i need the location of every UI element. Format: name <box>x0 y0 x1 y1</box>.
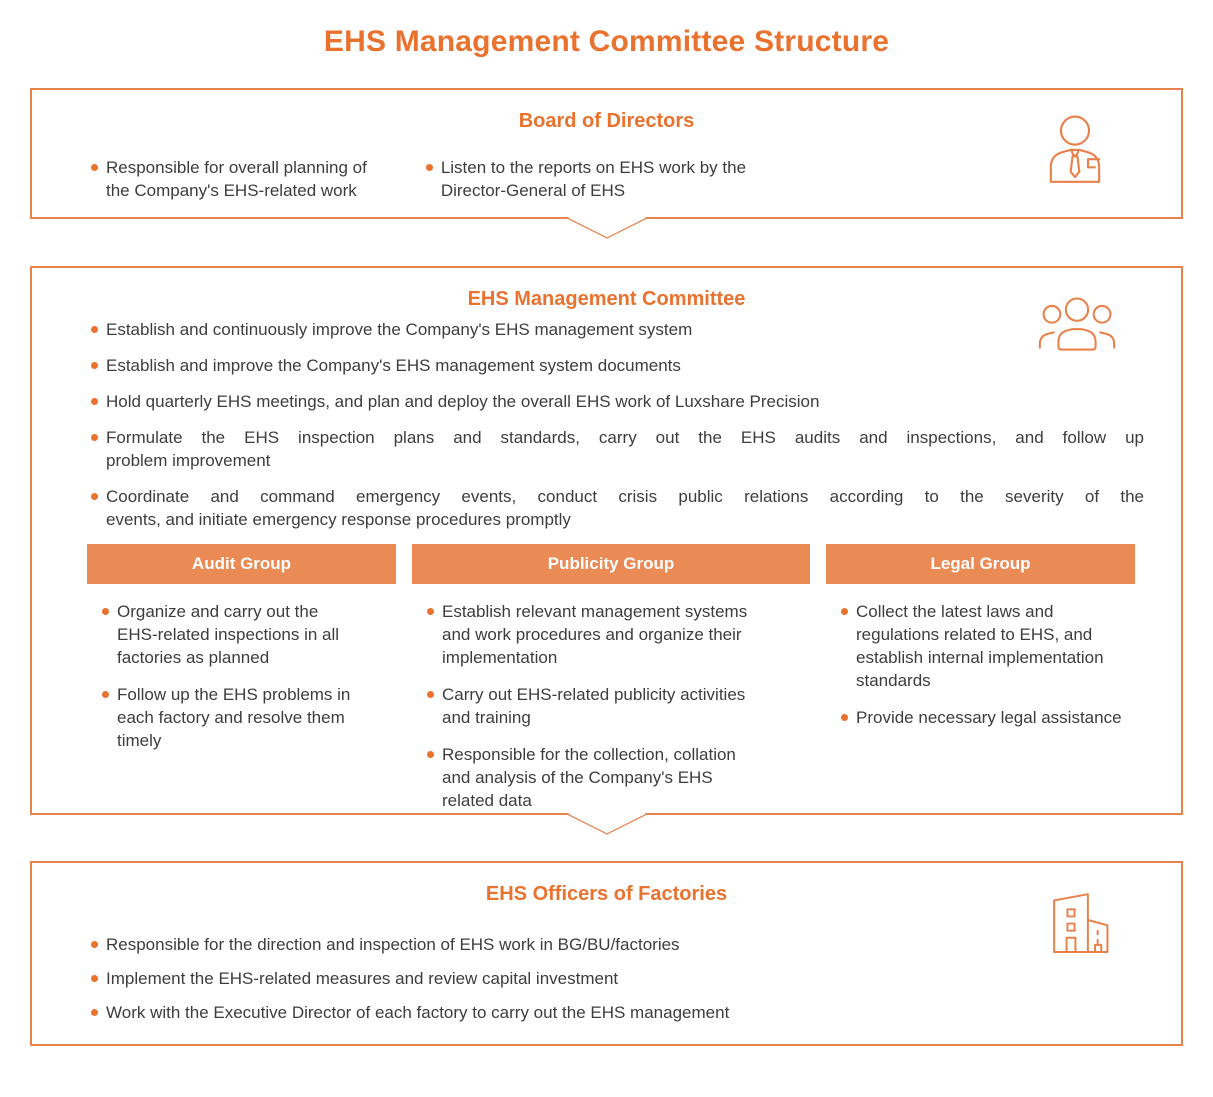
bullet-line: standards <box>856 671 931 690</box>
board-of-directors-box: Board of Directors Responsible for overa… <box>30 88 1183 239</box>
publicity-group-header: Publicity Group <box>412 544 810 584</box>
bullet-line: Establish and continuously improve the C… <box>106 320 693 339</box>
bullet-line: implementation <box>442 648 558 667</box>
bullet-line: Responsible for overall planning of <box>106 158 367 177</box>
bullet-item: Work with the Executive Director of each… <box>91 1001 1144 1024</box>
board-bullet-list-left: Responsible for overall planning of the … <box>32 156 367 202</box>
bullet-line: Carry out EHS-related publicity activiti… <box>442 685 746 704</box>
down-chevron-connector <box>566 198 647 239</box>
bullet-line: Provide necessary legal assistance <box>856 708 1122 727</box>
ehs-management-committee-heading: EHS Management Committee <box>467 288 746 310</box>
ehs-officers-heading: EHS Officers of Factories <box>485 883 728 905</box>
bullet-item: Provide necessary legal assistance <box>841 706 1135 729</box>
bullet-item: Responsible for the collection, collatio… <box>427 743 810 812</box>
publicity-group-bullet-list: Establish relevant management systems an… <box>412 600 810 812</box>
bullet-item: Establish and continuously improve the C… <box>91 318 1144 341</box>
bullet-line: Formulate the EHS inspection plans and s… <box>106 428 1144 447</box>
bullet-line: EHS-related inspections in all <box>117 625 340 644</box>
audit-group-header: Audit Group <box>87 544 396 584</box>
bullet-line: Hold quarterly EHS meetings, and plan an… <box>106 392 820 411</box>
buildings-icon <box>1047 886 1111 954</box>
bullet-item: Carry out EHS-related publicity activiti… <box>427 683 810 729</box>
ehs-officers-box: EHS Officers of Factories Responsible fo… <box>30 861 1183 1046</box>
bullet-line: timely <box>117 731 162 750</box>
bullet-line: and work procedures and organize their <box>442 625 742 644</box>
legal-group-bullet-list: Collect the latest laws and regulations … <box>826 600 1135 729</box>
bullet-line: Coordinate and command emergency events,… <box>106 487 1144 506</box>
bullet-item: Responsible for the direction and inspec… <box>91 933 1144 956</box>
bullet-line: the Company's EHS-related work <box>106 181 357 200</box>
bullet-item: Coordinate and command emergency events,… <box>91 485 1144 531</box>
bullet-line: factories as planned <box>117 648 270 667</box>
bullet-line: Establish relevant management systems <box>442 602 748 621</box>
bullet-line: Responsible for the direction and inspec… <box>106 935 680 954</box>
legal-group-header: Legal Group <box>826 544 1135 584</box>
bullet-item: Establish relevant management systems an… <box>427 600 810 669</box>
bullet-item: Organize and carry out the EHS-related i… <box>102 600 396 669</box>
bullet-line: Implement the EHS-related measures and r… <box>106 969 619 988</box>
bullet-line: establish internal implementation <box>856 648 1104 667</box>
bullet-line: related data <box>442 791 532 810</box>
page-title: EHS Management Committee Structure <box>323 25 890 58</box>
people-group-icon <box>1038 295 1116 354</box>
bullet-line: events, and initiate emergency response … <box>106 510 571 529</box>
businessman-icon <box>1046 114 1104 184</box>
bullet-item: Listen to the reports on EHS work by the… <box>425 156 747 202</box>
bullet-item: Hold quarterly EHS meetings, and plan an… <box>91 390 1144 413</box>
bullet-item: Establish and improve the Company's EHS … <box>91 354 1144 377</box>
bullet-item: Collect the latest laws and regulations … <box>841 600 1135 692</box>
bullet-line: and training <box>442 708 531 727</box>
bullet-line: problem improvement <box>106 451 271 470</box>
bullet-line: and analysis of the Company's EHS <box>442 768 713 787</box>
bullet-line: Organize and carry out the <box>117 602 319 621</box>
bullet-line: Collect the latest laws and <box>856 602 1054 621</box>
ehs-management-committee-box: EHS Management Committee Establish and c… <box>30 266 1183 835</box>
bullet-line: Work with the Executive Director of each… <box>106 1003 730 1022</box>
bullet-line: Listen to the reports on EHS work by the <box>440 158 747 177</box>
bullet-line: regulations related to EHS, and <box>856 625 1093 644</box>
officers-bullet-list: Responsible for the direction and inspec… <box>32 933 1181 1024</box>
bullet-line: Responsible for the collection, collatio… <box>442 745 736 764</box>
bullet-line: Follow up the EHS problems in <box>117 685 351 704</box>
bullet-line: Director-General of EHS <box>440 181 626 200</box>
audit-group-column: Audit Group Organize and carry out the E… <box>87 544 396 826</box>
committee-bullet-list: Establish and continuously improve the C… <box>32 318 1181 531</box>
audit-group-bullet-list: Organize and carry out the EHS-related i… <box>87 600 396 752</box>
legal-group-column: Legal Group Collect the latest laws and … <box>826 544 1135 826</box>
sub-groups-row: Audit Group Organize and carry out the E… <box>87 544 1139 826</box>
bullet-line: each factory and resolve them <box>117 708 345 727</box>
bullet-item: Formulate the EHS inspection plans and s… <box>91 426 1144 472</box>
bullet-item: Implement the EHS-related measures and r… <box>91 967 1144 990</box>
bullet-item: Follow up the EHS problems in each facto… <box>102 683 396 752</box>
board-bullet-columns: Responsible for overall planning of the … <box>32 156 1181 202</box>
board-of-directors-heading: Board of Directors <box>518 110 695 132</box>
bullet-line: Establish and improve the Company's EHS … <box>106 356 681 375</box>
publicity-group-column: Publicity Group Establish relevant manag… <box>412 544 810 826</box>
board-bullet-list-right: Listen to the reports on EHS work by the… <box>367 156 746 202</box>
bullet-item: Responsible for overall planning of the … <box>91 156 367 202</box>
